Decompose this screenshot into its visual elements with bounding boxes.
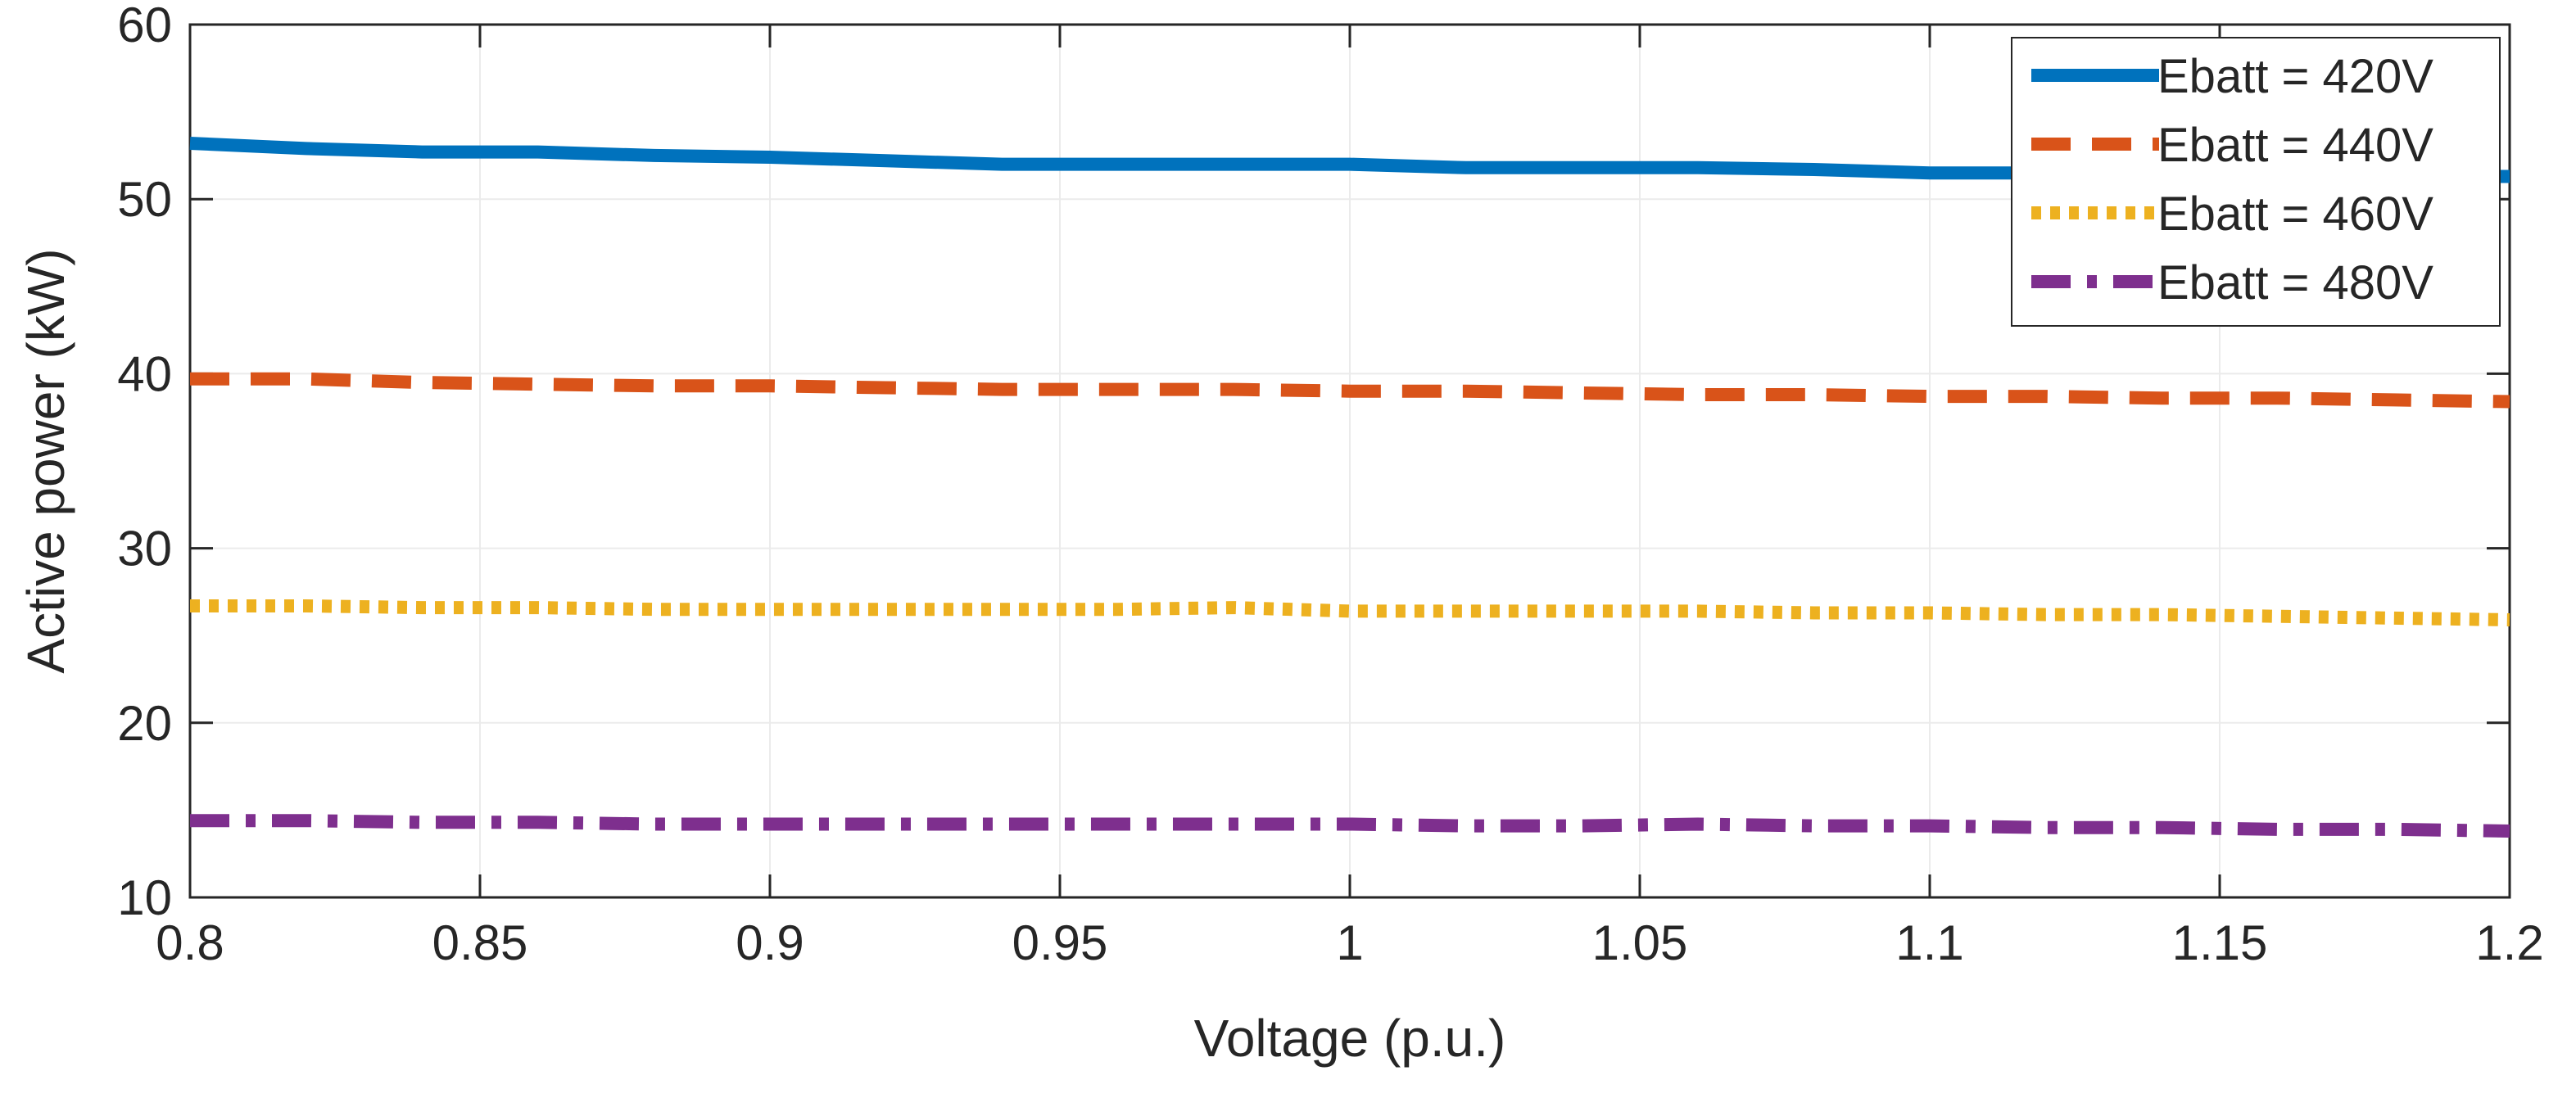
- x-tick-label: 0.8: [156, 915, 224, 970]
- legend-label-3: Ebatt = 460V: [2157, 188, 2433, 241]
- y-axis-label: Active power (kW): [16, 248, 75, 673]
- x-tick-label: 0.95: [1012, 915, 1108, 970]
- legend-label-1: Ebatt = 420V: [2157, 50, 2433, 103]
- legend: Ebatt = 420V Ebatt = 440V Ebatt = 460V Ebat…: [2011, 37, 2501, 327]
- y-tick-label: 20: [117, 696, 172, 751]
- x-tick-label: 0.85: [432, 915, 528, 970]
- y-tick-label: 10: [117, 870, 172, 925]
- legend-label-4: Ebatt = 480V: [2157, 256, 2433, 310]
- y-tick-label: 60: [117, 0, 172, 52]
- x-tick-label: 1.1: [1895, 915, 1963, 970]
- y-tick-label: 40: [117, 346, 172, 401]
- y-tick-label: 50: [117, 172, 172, 227]
- x-tick-label: 1: [1336, 915, 1363, 970]
- y-tick-label: 30: [117, 522, 172, 576]
- x-tick-label: 0.9: [736, 915, 804, 970]
- series-line-4: [190, 814, 2510, 838]
- legend-label-2: Ebatt = 440V: [2157, 119, 2433, 172]
- x-axis-label: Voltage (p.u.): [1194, 1009, 1506, 1068]
- x-tick-label: 1.2: [2475, 915, 2543, 970]
- y-tick-labels: 10 20 30 40 50 60: [117, 0, 172, 925]
- x-tick-label: 1.15: [2172, 915, 2268, 970]
- x-tick-label: 1.05: [1592, 915, 1688, 970]
- series-line-2: [190, 372, 2510, 409]
- x-tick-labels: 0.8 0.85 0.9 0.95 1 1.05 1.1 1.15 1.2: [156, 915, 2543, 970]
